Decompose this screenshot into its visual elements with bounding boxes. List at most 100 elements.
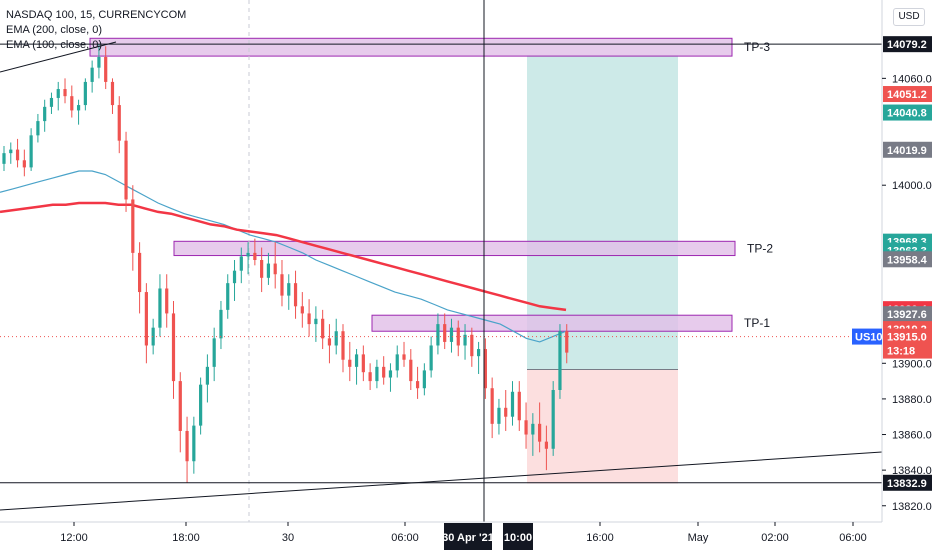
price-badge-label: 13958.4 xyxy=(887,254,928,266)
candle-body xyxy=(2,153,6,164)
last-price-badge[interactable] xyxy=(883,328,932,359)
candle-body xyxy=(219,309,223,339)
tp-zone-tp-2[interactable] xyxy=(173,240,736,257)
symbol-title[interactable]: NASDAQ 100, 15, CURRENCYCOM xyxy=(6,9,187,21)
price-badge[interactable] xyxy=(883,104,932,121)
candle-body xyxy=(517,391,521,421)
candle-body xyxy=(280,274,284,296)
candle-body xyxy=(185,430,189,462)
candle-body xyxy=(531,423,535,435)
candle-body xyxy=(131,199,135,253)
x-tick-label: 16:00 xyxy=(586,532,614,544)
candle-body xyxy=(171,313,176,382)
candle-body xyxy=(348,359,352,367)
candle-body xyxy=(266,263,271,278)
candles-layer xyxy=(2,44,569,483)
candle-body xyxy=(43,106,47,122)
candle-body xyxy=(165,288,169,314)
candle-body xyxy=(205,366,209,385)
trend-line-upper[interactable] xyxy=(0,41,117,73)
symbol-badge-label: US100 xyxy=(855,332,889,344)
candle-body xyxy=(70,96,74,111)
y-tick-label: 14000.0 xyxy=(892,180,932,192)
candle-body xyxy=(524,420,528,435)
y-tick-label: 13860.0 xyxy=(892,430,932,442)
tp-zone-tp-1[interactable] xyxy=(371,314,733,332)
candle-body xyxy=(544,441,548,449)
ema100-legend[interactable]: EMA (100, close, 0) xyxy=(6,39,102,51)
candle-body xyxy=(551,390,555,449)
y-tick-label: 14060.0 xyxy=(892,73,932,85)
candle-body xyxy=(510,391,515,417)
candle-body xyxy=(463,334,467,346)
candle-body xyxy=(429,345,433,371)
x-tick-label: 06:00 xyxy=(839,532,867,544)
candle-body xyxy=(497,407,501,424)
candle-body xyxy=(22,160,26,168)
candle-body xyxy=(260,260,264,278)
price-badge[interactable] xyxy=(883,86,932,103)
tp-zone-tp-3[interactable] xyxy=(89,37,733,57)
candle-body xyxy=(124,140,128,200)
candle-body xyxy=(490,388,494,424)
price-badge[interactable] xyxy=(883,141,932,158)
candle-body xyxy=(382,366,386,378)
x-tick-label: 06:00 xyxy=(391,532,419,544)
last-price-countdown: 13:18 xyxy=(887,346,915,358)
price-badge[interactable] xyxy=(883,474,932,491)
price-badge-label: 13832.9 xyxy=(887,478,927,490)
candle-body xyxy=(477,349,481,357)
candle-body xyxy=(83,81,87,106)
candle-body xyxy=(409,359,413,382)
candle-body xyxy=(402,354,406,360)
x-tick-label: 18:00 xyxy=(172,532,200,544)
candle-body xyxy=(307,313,311,325)
candle-body xyxy=(293,283,298,307)
position-stop-area[interactable] xyxy=(527,369,678,484)
tp-label-tp-2: TP-2 xyxy=(747,241,773,255)
trend-line-lower[interactable] xyxy=(0,451,883,511)
candle-body xyxy=(144,292,148,346)
y-tick-label: 13840.0 xyxy=(892,465,932,477)
candle-body xyxy=(273,263,277,275)
candle-body xyxy=(117,105,121,141)
x-tick-label: 02:00 xyxy=(761,532,789,544)
last-price-label: 13915.0 xyxy=(887,332,927,344)
candle-body xyxy=(76,105,81,111)
crosshair-date-badge xyxy=(444,523,492,550)
x-tick-label: 10:00 xyxy=(504,532,532,544)
candle-body xyxy=(56,89,60,98)
y-tick-label: 13900.0 xyxy=(892,358,932,370)
price-badge[interactable] xyxy=(883,251,932,268)
candle-body xyxy=(341,331,345,360)
x-tick-label: 12:00 xyxy=(60,532,88,544)
candle-body xyxy=(226,283,230,310)
crosshair-time-badge xyxy=(503,523,533,550)
candle-body xyxy=(334,331,338,346)
currency-button[interactable]: USD xyxy=(893,8,925,26)
tp-label-tp-3: TP-3 xyxy=(744,40,770,54)
ema200-legend[interactable]: EMA (200, close, 0) xyxy=(6,24,102,36)
candle-body xyxy=(9,149,13,154)
symbol-badge[interactable] xyxy=(852,328,882,345)
candle-body xyxy=(287,283,291,296)
candle-body xyxy=(300,306,304,314)
candle-body xyxy=(388,370,393,378)
time-axis[interactable] xyxy=(0,522,882,550)
candle-body xyxy=(354,354,359,367)
candle-body xyxy=(321,318,325,339)
candle-body xyxy=(15,149,20,161)
x-tick-label: 30 Apr '21 xyxy=(442,532,494,544)
price-badge[interactable] xyxy=(883,36,932,53)
candle-body xyxy=(253,252,257,260)
candle-body xyxy=(97,56,101,68)
price-badge[interactable] xyxy=(883,306,932,323)
candle-body xyxy=(436,324,440,346)
y-tick-label: 13820.0 xyxy=(892,501,932,513)
candle-body xyxy=(327,338,332,346)
price-badge-label: 14019.9 xyxy=(887,145,927,157)
candle-body xyxy=(558,331,562,390)
ema100-line xyxy=(0,170,567,343)
